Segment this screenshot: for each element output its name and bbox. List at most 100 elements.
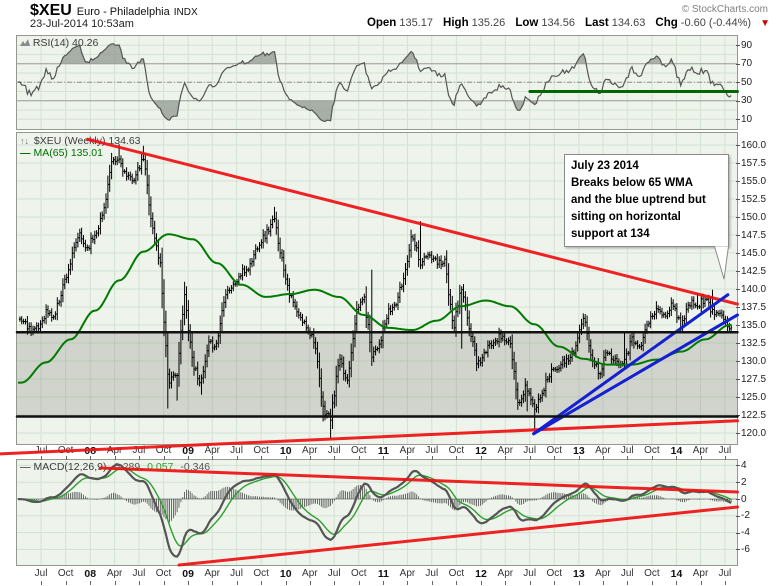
- axis-label: 127.5: [741, 373, 767, 385]
- macd-legend: — MACD(12,26,9) -0.289, 0.057, -0.346: [20, 461, 210, 473]
- axis-tick: [41, 581, 43, 585]
- axis-tick: [736, 325, 740, 326]
- month-label: Apr: [204, 445, 220, 456]
- month-label: Oct: [448, 568, 465, 579]
- axis-tick: [736, 379, 740, 380]
- month-label: 11: [377, 568, 389, 580]
- axis-tick: [736, 289, 740, 290]
- axis-tick: [736, 482, 740, 484]
- month-label: Apr: [399, 568, 416, 579]
- axis-tick: [736, 515, 740, 517]
- axis-tick: [41, 456, 43, 460]
- low-value: 134.56: [541, 17, 575, 29]
- month-label: Jul: [327, 568, 341, 579]
- axis-tick: [736, 361, 740, 362]
- axis-label: 130.0: [741, 355, 767, 367]
- axis-tick: [736, 145, 740, 146]
- axis-tick: [188, 456, 190, 460]
- month-label: Apr: [497, 445, 514, 456]
- axis-tick: [676, 456, 678, 460]
- chg-label: Chg: [655, 17, 678, 29]
- axis-label: -4: [741, 527, 750, 539]
- month-label: 08: [84, 568, 97, 580]
- rsi-plot: [17, 36, 737, 129]
- month-label: Oct: [448, 445, 465, 456]
- axis-tick: [90, 581, 92, 585]
- axis-tick: [309, 581, 311, 585]
- axis-tick: [383, 581, 385, 585]
- month-label: Jul: [620, 445, 634, 456]
- axis-tick: [736, 433, 740, 434]
- month-label: Apr: [106, 445, 123, 456]
- rsi-legend: RSI(14) 40.26: [20, 37, 98, 49]
- open-label: Open: [366, 17, 397, 29]
- axis-tick: [627, 581, 629, 585]
- axis-tick: [700, 581, 702, 585]
- axis-label: 140.0: [741, 283, 767, 295]
- axis-label: 157.5: [741, 157, 767, 169]
- axis-tick: [480, 456, 482, 460]
- month-label: Oct: [57, 568, 74, 579]
- axis-label: 2: [741, 476, 747, 488]
- axis-tick: [285, 456, 287, 460]
- month-label: Oct: [546, 445, 563, 456]
- axis-label: 150.0: [741, 211, 767, 223]
- chart-datetime: 23-Jul-2014 10:53am: [30, 18, 134, 30]
- axis-tick: [602, 456, 604, 460]
- axis-tick: [505, 581, 507, 585]
- axis-tick: [261, 456, 263, 460]
- last-value: 134.63: [611, 17, 646, 29]
- month-label: Apr: [497, 568, 514, 579]
- axis-label: 155.0: [741, 175, 767, 187]
- month-label: Oct: [644, 568, 660, 579]
- month-label: Apr: [692, 568, 709, 579]
- axis-tick: [163, 456, 165, 460]
- axis-tick: [578, 581, 580, 585]
- axis-tick: [285, 581, 287, 585]
- axis-tick: [431, 456, 433, 460]
- month-label: Apr: [204, 568, 220, 579]
- axis-tick: [602, 581, 604, 585]
- axis-label: 0: [741, 493, 747, 505]
- mini-chart-icon: [20, 39, 30, 46]
- month-label: Oct: [253, 445, 269, 456]
- axis-tick: [736, 235, 740, 236]
- axis-tick: [236, 456, 238, 460]
- axis-tick: [358, 456, 360, 460]
- price-legend-text: $XEU (Weekly) 134.63: [33, 135, 141, 147]
- rsi-legend-text: RSI(14) 40.26: [32, 37, 99, 49]
- axis-tick: [736, 499, 740, 500]
- axis-tick: [651, 581, 653, 585]
- stockcharts-credit-link[interactable]: © StockCharts.com: [681, 4, 768, 15]
- note-line-2: Breaks below 65 WMA: [571, 177, 694, 189]
- macd-panel: [16, 459, 738, 566]
- month-label: 13: [573, 568, 585, 580]
- axis-tick: [736, 397, 740, 398]
- axis-label: 90: [741, 39, 753, 51]
- month-label: Apr: [399, 445, 416, 456]
- month-label: Oct: [644, 445, 660, 456]
- note-line-3: and the blue uptrend but: [571, 194, 706, 206]
- month-label: Apr: [302, 568, 318, 579]
- month-label: Apr: [595, 445, 611, 456]
- ma-line-swatch: —: [20, 147, 31, 159]
- month-label: Jul: [230, 568, 243, 579]
- month-label: Apr: [692, 445, 709, 456]
- axis-tick: [736, 181, 740, 182]
- axis-tick: [736, 549, 740, 551]
- axis-tick: [163, 581, 165, 585]
- month-label: Apr: [595, 568, 611, 579]
- month-label: 14: [670, 568, 683, 580]
- axis-tick: [65, 581, 67, 585]
- axis-label: 70: [741, 58, 753, 70]
- note-line-4: sitting on horizontal: [571, 211, 681, 223]
- month-label: Jul: [132, 568, 146, 579]
- axis-label: -2: [741, 510, 750, 522]
- axis-tick: [736, 217, 740, 218]
- axis-tick: [505, 456, 507, 460]
- last-label: Last: [585, 17, 609, 29]
- axis-tick: [736, 119, 740, 121]
- month-label: Jul: [523, 445, 537, 456]
- axis-tick: [138, 456, 140, 460]
